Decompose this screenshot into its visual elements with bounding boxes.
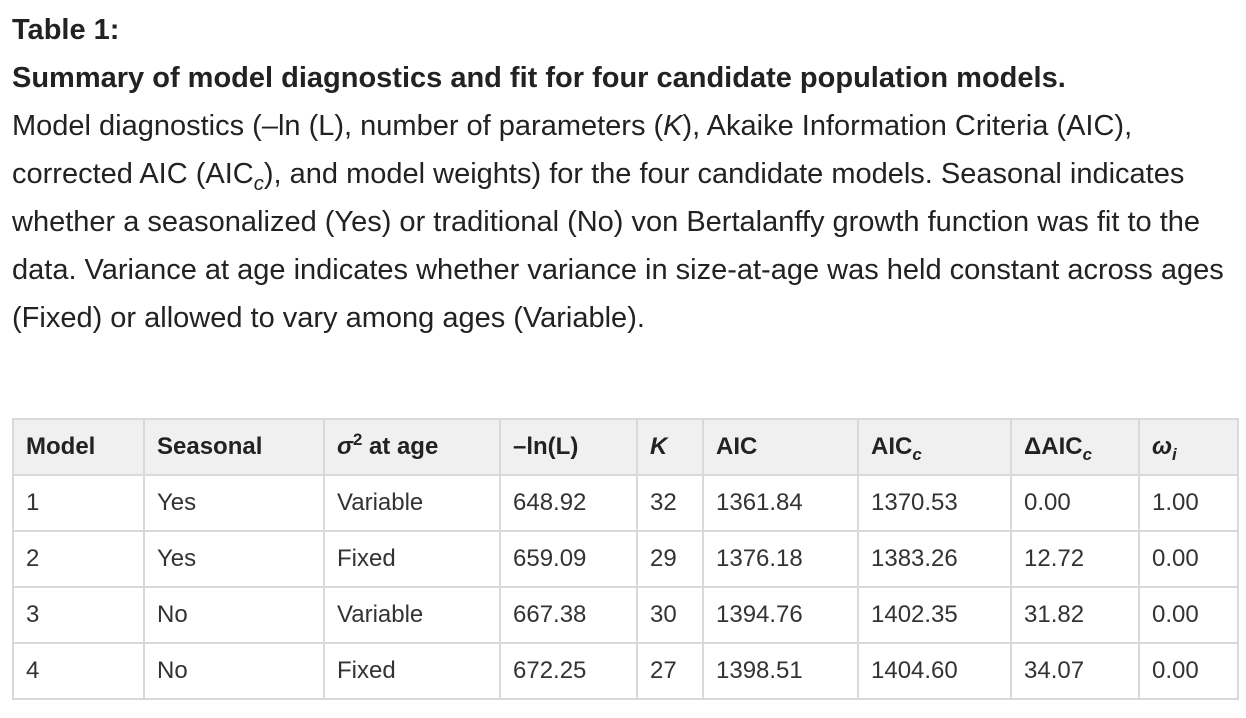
cell-neg-ln-l: 648.92: [499, 474, 638, 532]
description-part: ), and model weights) for the four candi…: [12, 158, 1224, 334]
description-c-subscript: c: [253, 172, 264, 195]
header-delta-aicc: ΔAICc: [1010, 418, 1140, 476]
header-k: K: [636, 418, 704, 476]
description-part: ), Akaike Information Criteria (AIC), co…: [12, 110, 1133, 190]
cell-k: 32: [636, 474, 704, 532]
table-label: Table 1:: [12, 14, 120, 46]
header-model-weight: ωi: [1138, 418, 1239, 476]
cell-delta-aicc: 31.82: [1010, 586, 1140, 644]
delta-aicc-subscript: c: [1082, 444, 1092, 464]
table-title: Summary of model diagnostics and fit for…: [12, 62, 1066, 94]
aicc-base: AIC: [871, 433, 913, 460]
cell-delta-aicc: 12.72: [1010, 530, 1140, 588]
cell-aicc: 1404.60: [857, 642, 1012, 700]
omega-symbol: ω: [1152, 433, 1173, 460]
cell-seasonal: No: [143, 642, 325, 700]
cell-aicc: 1370.53: [857, 474, 1012, 532]
cell-aicc: 1383.26: [857, 530, 1012, 588]
header-aicc: AICc: [857, 418, 1012, 476]
cell-k: 30: [636, 586, 704, 644]
cell-model: 1: [12, 474, 145, 532]
header-seasonal: Seasonal: [143, 418, 325, 476]
delta-aicc-base: ΔAIC: [1024, 433, 1083, 460]
cell-model: 4: [12, 642, 145, 700]
aicc-subscript: c: [912, 444, 922, 464]
header-aic: AIC: [702, 418, 859, 476]
table-row: 4 No Fixed 672.25 27 1398.51 1404.60 34.…: [12, 642, 1239, 700]
header-variance-at-age: σ2 at age: [323, 418, 501, 476]
cell-aic: 1398.51: [702, 642, 859, 700]
cell-seasonal: Yes: [143, 474, 325, 532]
k-symbol: K: [650, 433, 668, 460]
cell-weight: 0.00: [1138, 586, 1239, 644]
cell-aic: 1394.76: [702, 586, 859, 644]
model-diagnostics-table: Model Seasonal σ2 at age –ln(L) K AIC AI…: [12, 418, 1239, 700]
cell-variance: Variable: [323, 586, 501, 644]
cell-model: 2: [12, 530, 145, 588]
cell-weight: 0.00: [1138, 530, 1239, 588]
table-description: Model diagnostics (–ln (L), number of pa…: [12, 102, 1240, 342]
cell-k: 29: [636, 530, 704, 588]
header-neg-ln-l: –ln(L): [499, 418, 638, 476]
cell-seasonal: Yes: [143, 530, 325, 588]
description-k: K: [663, 110, 683, 142]
cell-delta-aicc: 34.07: [1010, 642, 1140, 700]
header-model: Model: [12, 418, 145, 476]
cell-weight: 1.00: [1138, 474, 1239, 532]
cell-k: 27: [636, 642, 704, 700]
table-row: 3 No Variable 667.38 30 1394.76 1402.35 …: [12, 586, 1239, 644]
cell-variance: Variable: [323, 474, 501, 532]
cell-aic: 1361.84: [702, 474, 859, 532]
sigma-superscript: 2: [352, 430, 363, 449]
sigma-symbol: σ: [337, 433, 353, 460]
cell-model: 3: [12, 586, 145, 644]
cell-variance: Fixed: [323, 642, 501, 700]
cell-weight: 0.00: [1138, 642, 1239, 700]
omega-subscript: i: [1172, 444, 1177, 464]
cell-neg-ln-l: 672.25: [499, 642, 638, 700]
cell-delta-aicc: 0.00: [1010, 474, 1140, 532]
table-row: 2 Yes Fixed 659.09 29 1376.18 1383.26 12…: [12, 530, 1239, 588]
cell-neg-ln-l: 667.38: [499, 586, 638, 644]
cell-aic: 1376.18: [702, 530, 859, 588]
table-caption: Table 1: Summary of model diagnostics an…: [12, 6, 1240, 342]
cell-variance: Fixed: [323, 530, 501, 588]
table-row: 1 Yes Variable 648.92 32 1361.84 1370.53…: [12, 474, 1239, 532]
description-part: Model diagnostics (–ln (L), number of pa…: [12, 110, 664, 142]
cell-neg-ln-l: 659.09: [499, 530, 638, 588]
cell-aicc: 1402.35: [857, 586, 1012, 644]
table-header-row: Model Seasonal σ2 at age –ln(L) K AIC AI…: [12, 418, 1239, 476]
variance-header-text: at age: [362, 433, 439, 460]
cell-seasonal: No: [143, 586, 325, 644]
